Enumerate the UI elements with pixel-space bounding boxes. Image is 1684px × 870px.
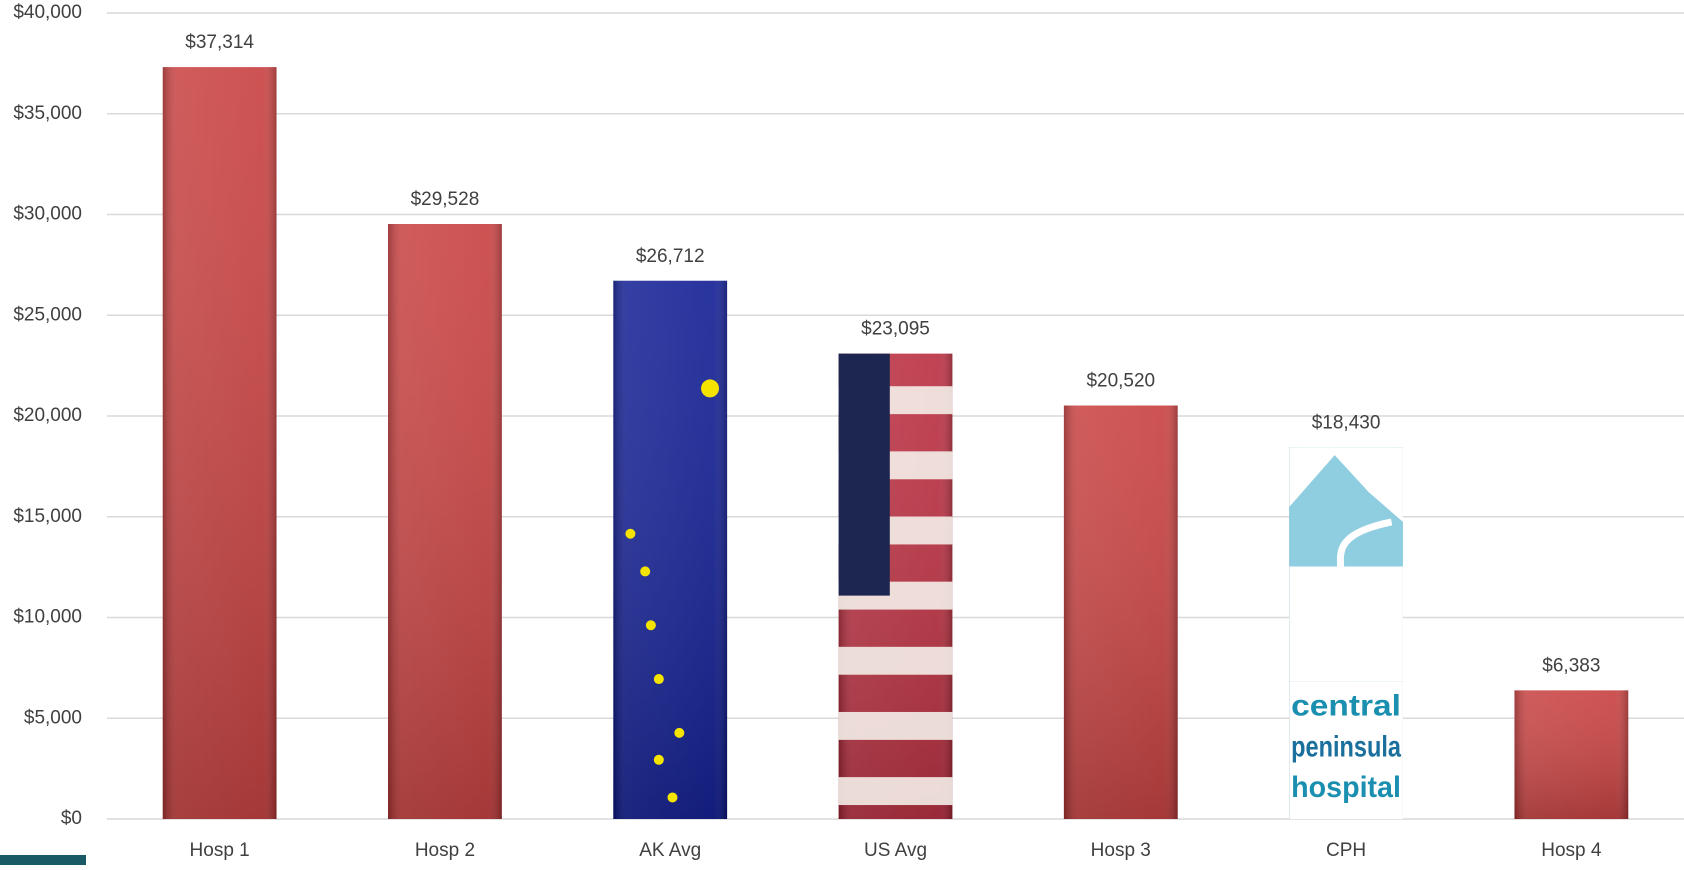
- value-label: $18,430: [1312, 413, 1381, 434]
- bar-shade: [162, 67, 277, 819]
- logo-text: central: [1291, 690, 1401, 723]
- value-label: $29,528: [411, 189, 480, 210]
- y-tick-label: $5,000: [24, 707, 82, 728]
- x-tick-label: Hosp 2: [415, 840, 475, 861]
- bar-shade: [1063, 405, 1178, 819]
- flag-star: [625, 528, 636, 539]
- flag-star: [653, 674, 664, 685]
- x-tick-label: AK Avg: [639, 840, 701, 861]
- flag-stripe: [838, 646, 953, 675]
- value-label: $23,095: [861, 319, 930, 340]
- logo-river: [1304, 518, 1393, 667]
- x-tick-label: Hosp 3: [1091, 840, 1151, 861]
- value-label: $20,520: [1086, 371, 1155, 392]
- value-label: $26,712: [636, 246, 705, 267]
- flag-star: [653, 754, 664, 765]
- flag-star: [645, 620, 656, 631]
- bar-shade: [1514, 690, 1629, 819]
- y-tick-label: $40,000: [13, 2, 82, 23]
- flag-star: [674, 727, 685, 738]
- bar-shade: [613, 280, 728, 820]
- y-tick-label: $10,000: [13, 607, 82, 628]
- logo-text: hospital: [1291, 771, 1401, 804]
- logo-bg: [1289, 681, 1403, 819]
- flag-stripe: [838, 777, 953, 806]
- flag-star: [701, 379, 720, 398]
- x-tick-label: Hosp 1: [190, 840, 250, 861]
- logo-text: peninsula: [1291, 730, 1401, 763]
- value-label: $37,314: [185, 32, 254, 53]
- value-label: $6,383: [1542, 655, 1600, 676]
- logo-mountain: [1289, 455, 1403, 567]
- flag-star: [640, 566, 651, 577]
- y-tick-label: $20,000: [13, 405, 82, 426]
- x-tick-label: Hosp 4: [1541, 840, 1602, 861]
- flag-star: [667, 792, 678, 803]
- x-tick-label: US Avg: [864, 840, 927, 861]
- flag-canton: [838, 353, 890, 596]
- y-tick-label: $0: [61, 808, 82, 829]
- bar-shade: [388, 224, 502, 819]
- x-tick-label: CPH: [1326, 840, 1366, 861]
- y-tick-label: $15,000: [13, 506, 82, 527]
- y-tick-label: $35,000: [13, 103, 82, 124]
- y-tick-label: $25,000: [13, 304, 82, 325]
- y-tick-label: $30,000: [13, 204, 82, 225]
- flag-stripe: [838, 711, 953, 740]
- corner-tab: [0, 855, 86, 865]
